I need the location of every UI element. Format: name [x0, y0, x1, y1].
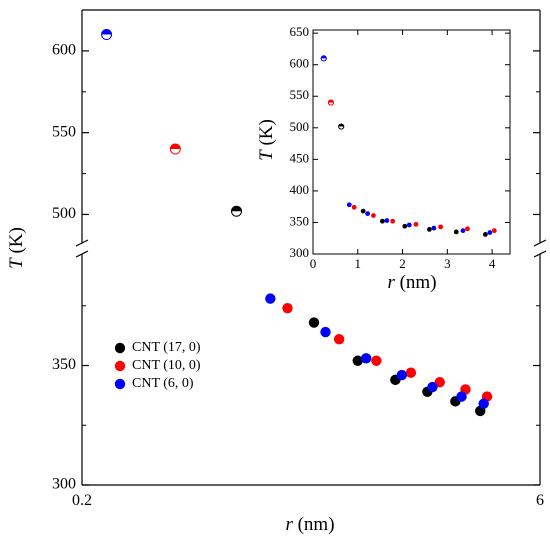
- inset-x-tick-label-1: 1: [355, 256, 362, 271]
- x-tick-label-max: 6: [536, 492, 544, 509]
- inset-point-s2-6: [460, 228, 466, 234]
- inset-y-tick-label-450: 450: [290, 150, 310, 165]
- y-tick-label-300: 300: [52, 476, 76, 493]
- inset-point-s2-3: [384, 218, 390, 223]
- inset-point-s0-1: [360, 208, 366, 214]
- legend-marker-1: [114, 360, 126, 372]
- axis-break-left-1: [75, 239, 89, 247]
- y-tick-label-600: 600: [52, 42, 76, 59]
- inset-frame: [312, 29, 511, 255]
- main-point-s2-1: [265, 293, 276, 304]
- legend-marker-2: [114, 378, 126, 390]
- inset-point-s1-7: [491, 228, 497, 234]
- inset-x-tick-label-2: 2: [399, 256, 406, 271]
- axis-break-right-1: [533, 239, 547, 247]
- inset-y-tick-label-350: 350: [290, 213, 310, 228]
- inset-x-tick-label-4: 4: [489, 256, 496, 271]
- axis-break-left-2: [75, 250, 89, 258]
- inset-x-tick-label-0: 0: [310, 256, 317, 271]
- inset-y-axis-title: T (K): [256, 119, 277, 161]
- inset-y-tick-label-300: 300: [290, 245, 310, 260]
- main-point-s2-6: [456, 391, 467, 402]
- inset-point-s2-1: [346, 202, 352, 208]
- inset-point-s0-6: [482, 232, 488, 237]
- main-y-axis-title: T (K): [6, 227, 27, 269]
- inset-y-tick-label-550: 550: [290, 87, 310, 102]
- inset-point-s0-4: [427, 226, 432, 232]
- legend: CNT (17, 0) CNT (10, 0) CNT (6, 0): [114, 340, 201, 391]
- y-tick-label-350: 350: [52, 356, 76, 373]
- main-point-s1-2: [333, 334, 345, 345]
- main-point-s0-0: [231, 205, 243, 217]
- inset-point-s0-5: [453, 229, 459, 235]
- main-point-s2-3: [360, 353, 372, 364]
- main-point-s2-7: [478, 398, 489, 409]
- main-point-s1-4: [405, 367, 417, 378]
- inset-point-s2-0: [320, 55, 327, 62]
- main-x-axis-title: r (nm): [285, 514, 334, 535]
- inset-point-s2-5: [431, 225, 437, 231]
- inset-point-s2-0-fill: [321, 55, 327, 59]
- main-point-s2-2: [320, 326, 331, 338]
- inset-point-s1-0-fill: [328, 99, 334, 103]
- inset-point-s2-2: [365, 211, 371, 217]
- inset-point-s1-1: [351, 204, 357, 210]
- inset-y-tick-label-500: 500: [290, 119, 310, 134]
- inset-x-tick-label-3: 3: [444, 256, 451, 271]
- x-tick-label-min: 0.2: [72, 492, 92, 509]
- main-point-s1-0: [169, 143, 181, 155]
- legend-label-1: CNT (10, 0): [132, 358, 201, 373]
- inset-x-axis-title: r (nm): [387, 272, 436, 293]
- main-point-s0-1: [308, 317, 320, 328]
- main-point-s0-0-fill: [231, 206, 242, 212]
- main-plot: 500 550 600 300 350 0.2 6 r (nm) T (K): [6, 9, 547, 535]
- inset-point-s1-4: [413, 221, 419, 227]
- inset-point-s0-2: [379, 218, 385, 224]
- inset-point-s1-0: [327, 99, 335, 106]
- legend-marker-0: [114, 342, 126, 354]
- inset-y-tick-label-400: 400: [290, 182, 310, 197]
- main-point-s1-1: [282, 302, 293, 314]
- main-point-s2-4: [396, 369, 408, 381]
- axis-break-right-2: [533, 250, 547, 258]
- inset-y-tick-label-600: 600: [290, 56, 310, 71]
- inset-point-s2-4: [406, 222, 412, 228]
- main-point-s2-0: [101, 29, 113, 41]
- main-point-s2-5: [427, 381, 438, 393]
- inset-point-s2-7: [487, 230, 493, 235]
- inset-point-s0-3: [402, 223, 408, 229]
- legend-label-2: CNT (6, 0): [132, 376, 194, 391]
- inset-point-s0-0: [338, 123, 345, 130]
- main-point-s2-0-fill: [101, 29, 112, 35]
- inset-point-s1-5: [438, 224, 444, 230]
- main-point-s0-2: [352, 355, 363, 366]
- inset-point-s1-2: [371, 213, 376, 218]
- inset-point-s1-6: [465, 226, 470, 232]
- y-tick-label-500: 500: [52, 205, 76, 222]
- inset-y-tick-label-650: 650: [290, 24, 310, 39]
- inset-plot: 300 350 400 450 500 550 600 650 0 1 2 3 4 r (nm) T (K): [256, 24, 511, 293]
- inset-point-s0-0-fill: [338, 123, 344, 127]
- y-tick-label-550: 550: [52, 123, 76, 140]
- main-point-s1-3: [371, 355, 382, 366]
- legend-label-0: CNT (17, 0): [132, 340, 201, 355]
- main-point-s1-0-fill: [170, 144, 181, 150]
- inset-point-s1-3: [390, 218, 396, 224]
